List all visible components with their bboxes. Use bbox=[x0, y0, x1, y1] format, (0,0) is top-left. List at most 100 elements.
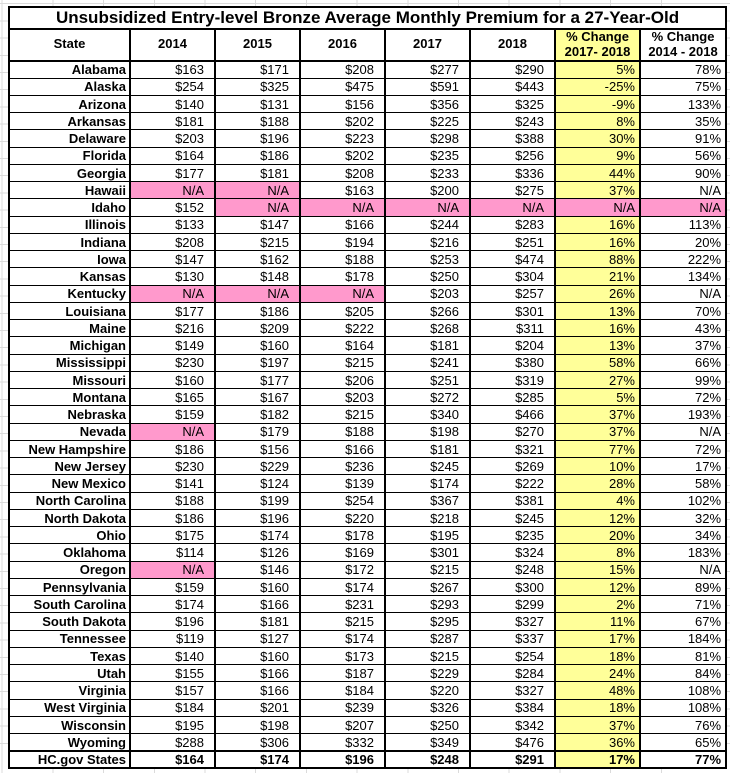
premium-cell: $254 bbox=[129, 77, 216, 96]
premium-cell: $269 bbox=[469, 457, 556, 476]
pct-change-cell: 12% bbox=[554, 577, 641, 597]
pct-change-cell: 37% bbox=[554, 422, 641, 441]
table-row: Arkansas $181 $188 $202 $225 $243 8% 35% bbox=[8, 112, 728, 131]
table-row: Maine $216 $209 $222 $268 $311 16% 43% bbox=[8, 319, 728, 338]
premium-cell: $235 bbox=[469, 526, 556, 545]
premium-cell: $148 bbox=[214, 267, 301, 286]
pct-change-cell: N/A bbox=[638, 284, 728, 303]
premium-cell: $177 bbox=[214, 370, 301, 390]
pct-change-cell: 89% bbox=[638, 577, 728, 597]
table-row: Indiana $208 $215 $194 $216 $251 16% 20% bbox=[8, 232, 728, 252]
state-cell: South Carolina bbox=[8, 595, 131, 614]
premium-cell: $257 bbox=[469, 284, 556, 303]
column-header-state: State bbox=[8, 28, 131, 62]
pct-change-cell: N/A bbox=[554, 198, 641, 217]
pct-change-cell: 81% bbox=[638, 646, 728, 666]
premium-cell: $229 bbox=[384, 664, 471, 683]
premium-cell: $476 bbox=[469, 733, 556, 752]
premium-cell: $327 bbox=[469, 612, 556, 631]
premium-cell: $181 bbox=[384, 439, 471, 459]
pct-change-cell: 99% bbox=[638, 370, 728, 390]
pct-change-cell: 27% bbox=[554, 370, 641, 390]
premium-cell: $182 bbox=[214, 405, 301, 424]
state-cell: Virginia bbox=[8, 681, 131, 700]
premium-cell: $206 bbox=[299, 370, 386, 390]
pct-change-cell: 26% bbox=[554, 284, 641, 303]
premium-cell: $147 bbox=[214, 215, 301, 234]
premium-cell: $272 bbox=[384, 388, 471, 407]
state-cell: New Hampshire bbox=[8, 439, 131, 459]
pct-change-cell: 90% bbox=[638, 163, 728, 183]
header-line-1: % Change bbox=[566, 29, 629, 44]
premium-cell: $174 bbox=[299, 577, 386, 597]
pct-change-cell: 222% bbox=[638, 250, 728, 269]
pct-change-cell: 17% bbox=[554, 629, 641, 648]
header-row: State 2014 2015 2016 2017 2018 % Change 2… bbox=[8, 28, 728, 62]
pct-change-cell: 78% bbox=[638, 60, 728, 79]
premium-cell: $251 bbox=[469, 232, 556, 252]
table-row: Nevada N/A $179 $188 $198 $270 37% N/A bbox=[8, 422, 728, 441]
pct-change-cell: 134% bbox=[638, 267, 728, 286]
premium-cell: $235 bbox=[384, 146, 471, 165]
premium-cell: $229 bbox=[214, 457, 301, 476]
pct-change-cell: 113% bbox=[638, 215, 728, 234]
premium-cell: $254 bbox=[299, 491, 386, 510]
premium-cell: $277 bbox=[384, 60, 471, 79]
premium-cell: $204 bbox=[469, 336, 556, 355]
premium-cell: $222 bbox=[299, 319, 386, 338]
premium-cell: $159 bbox=[129, 577, 216, 597]
premium-cell: $166 bbox=[299, 215, 386, 234]
premium-cell: $163 bbox=[129, 60, 216, 79]
premium-cell: $167 bbox=[214, 388, 301, 407]
premium-cell: N/A bbox=[384, 198, 471, 217]
table-row: Alaska $254 $325 $475 $591 $443 -25% 75% bbox=[8, 77, 728, 96]
premium-cell: $146 bbox=[214, 560, 301, 579]
premium-cell: $270 bbox=[469, 422, 556, 441]
premium-cell: $188 bbox=[129, 491, 216, 510]
pct-change-cell: 32% bbox=[638, 508, 728, 528]
table-row: Virginia $157 $166 $184 $220 $327 48% 108% bbox=[8, 681, 728, 700]
table-row: South Dakota $196 $181 $215 $295 $327 11% 67% bbox=[8, 612, 728, 631]
total-row: HC.gov States $164 $174 $196 $248 $291 17% 77% bbox=[8, 749, 728, 770]
state-cell: Kansas bbox=[8, 267, 131, 286]
premium-cell: $184 bbox=[129, 698, 216, 717]
premium-cell: $253 bbox=[384, 250, 471, 269]
state-cell: Alabama bbox=[8, 60, 131, 79]
premium-cell: $342 bbox=[469, 715, 556, 735]
premium-cell: $327 bbox=[469, 681, 556, 700]
table-row: Louisiana $177 $186 $205 $266 $301 13% 70% bbox=[8, 301, 728, 321]
premium-cell: $174 bbox=[384, 474, 471, 493]
state-cell: Texas bbox=[8, 646, 131, 666]
pct-change-cell: 84% bbox=[638, 664, 728, 683]
pct-change-cell: 44% bbox=[554, 163, 641, 183]
premium-cell: $215 bbox=[299, 353, 386, 372]
premium-cell: $215 bbox=[384, 560, 471, 579]
pct-change-cell: N/A bbox=[638, 181, 728, 200]
premium-cell: $300 bbox=[469, 577, 556, 597]
pct-change-cell: 37% bbox=[554, 405, 641, 424]
premium-cell: $140 bbox=[129, 94, 216, 114]
premium-cell: $244 bbox=[384, 215, 471, 234]
premium-cell: $267 bbox=[384, 577, 471, 597]
state-cell: North Dakota bbox=[8, 508, 131, 528]
premium-cell: $157 bbox=[129, 681, 216, 700]
premium-cell: $381 bbox=[469, 491, 556, 510]
premium-cell: N/A bbox=[129, 422, 216, 441]
table-row: New Jersey $230 $229 $236 $245 $269 10% 17% bbox=[8, 457, 728, 476]
state-cell: Louisiana bbox=[8, 301, 131, 321]
table-row: New Mexico $141 $124 $139 $174 $222 28% 58% bbox=[8, 474, 728, 493]
pct-change-cell: 37% bbox=[554, 181, 641, 200]
pct-change-cell: 17% bbox=[554, 749, 641, 770]
premium-cell: $195 bbox=[384, 526, 471, 545]
premium-cell: $164 bbox=[129, 749, 216, 770]
premium-cell: $127 bbox=[214, 629, 301, 648]
premium-cell: $198 bbox=[384, 422, 471, 441]
premium-cell: N/A bbox=[214, 198, 301, 217]
state-cell: Arizona bbox=[8, 94, 131, 114]
premium-cell: $160 bbox=[214, 336, 301, 355]
column-header-2015: 2015 bbox=[214, 28, 301, 62]
premium-cell: $256 bbox=[469, 146, 556, 165]
state-cell: Hawaii bbox=[8, 181, 131, 200]
premium-cell: $443 bbox=[469, 77, 556, 96]
pct-change-cell: 20% bbox=[638, 232, 728, 252]
